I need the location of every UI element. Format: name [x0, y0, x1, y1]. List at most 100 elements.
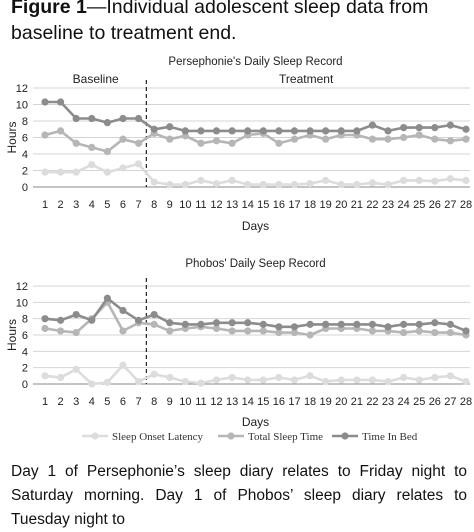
x-tick-label: 21	[351, 396, 363, 408]
data-point-time-in-bed	[166, 319, 174, 327]
data-point-total-sleep-time	[446, 328, 455, 337]
data-point-time-in-bed	[462, 327, 470, 335]
data-point-sleep-onset-latency	[41, 372, 49, 380]
x-tick-label: 19	[320, 199, 332, 211]
data-point-time-in-bed	[322, 320, 330, 328]
x-tick-label: 1	[42, 396, 48, 408]
x-tick-label: 18	[304, 396, 316, 408]
x-tick-label: 21	[351, 199, 363, 211]
data-point-total-sleep-time	[384, 135, 392, 143]
data-point-time-in-bed	[88, 316, 96, 324]
x-tick-label: 12	[210, 199, 222, 211]
x-tick-label: 6	[120, 396, 126, 408]
data-point-time-in-bed	[337, 127, 345, 135]
data-point-sleep-onset-latency	[259, 376, 267, 384]
data-point-time-in-bed	[446, 320, 455, 328]
x-tick-label: 13	[226, 396, 238, 408]
x-tick-label: 16	[273, 396, 285, 408]
data-point-total-sleep-time	[72, 139, 80, 147]
data-point-total-sleep-time	[290, 328, 299, 337]
data-point-time-in-bed	[259, 127, 267, 135]
y-tick-label: 12	[16, 281, 28, 293]
data-point-sleep-onset-latency	[212, 180, 221, 188]
data-point-sleep-onset-latency	[384, 377, 392, 386]
data-point-total-sleep-time	[166, 327, 174, 335]
data-point-sleep-onset-latency	[368, 376, 377, 384]
legend-marker-total-sleep-time	[227, 432, 235, 440]
data-point-total-sleep-time	[72, 328, 80, 337]
data-point-time-in-bed	[228, 127, 236, 135]
data-point-sleep-onset-latency	[322, 377, 330, 386]
data-point-time-in-bed	[431, 124, 439, 132]
x-tick-label: 2	[58, 396, 64, 408]
data-point-total-sleep-time	[103, 147, 111, 156]
data-point-total-sleep-time	[244, 327, 252, 335]
data-point-total-sleep-time	[400, 133, 408, 142]
data-point-time-in-bed	[212, 127, 221, 135]
data-point-sleep-onset-latency	[228, 373, 236, 382]
x-tick-label: 25	[413, 199, 425, 211]
data-point-sleep-onset-latency	[384, 180, 392, 189]
data-point-sleep-onset-latency	[322, 176, 330, 184]
x-tick-label: 28	[460, 396, 472, 408]
data-point-sleep-onset-latency	[228, 176, 236, 184]
data-point-sleep-onset-latency	[353, 180, 361, 189]
x-tick-label: 8	[151, 199, 157, 211]
data-point-total-sleep-time	[259, 327, 267, 335]
data-point-time-in-bed	[353, 320, 361, 328]
data-point-sleep-onset-latency	[56, 373, 65, 382]
data-point-time-in-bed	[306, 320, 314, 328]
data-point-time-in-bed	[103, 119, 111, 127]
series-line-total-sleep-time	[44, 300, 467, 337]
data-point-total-sleep-time	[212, 137, 221, 145]
data-point-sleep-onset-latency	[275, 180, 283, 189]
data-point-time-in-bed	[400, 124, 408, 132]
data-point-time-in-bed	[150, 310, 158, 319]
series-line-total-sleep-time	[44, 129, 467, 153]
x-tick-label: 12	[210, 396, 222, 408]
data-point-time-in-bed	[368, 121, 377, 129]
data-point-total-sleep-time	[41, 324, 49, 333]
y-tick-label: 2	[22, 166, 28, 178]
data-point-total-sleep-time	[228, 139, 236, 147]
data-point-time-in-bed	[119, 114, 127, 123]
y-tick-label: 12	[16, 83, 28, 95]
data-point-sleep-onset-latency	[150, 178, 158, 186]
data-point-time-in-bed	[384, 323, 392, 331]
data-point-sleep-onset-latency	[259, 180, 267, 189]
x-tick-label: 10	[179, 199, 191, 211]
data-point-time-in-bed	[197, 320, 205, 328]
series-line-time-in-bed	[45, 100, 467, 133]
data-point-time-in-bed	[72, 114, 80, 123]
data-point-sleep-onset-latency	[197, 176, 205, 184]
data-point-time-in-bed	[244, 127, 252, 135]
x-tick-label: 1	[42, 199, 48, 211]
x-tick-label: 26	[429, 199, 441, 211]
data-point-total-sleep-time	[212, 324, 221, 333]
data-point-time-in-bed	[56, 98, 65, 106]
data-point-time-in-bed	[166, 123, 174, 131]
data-point-time-in-bed	[290, 127, 299, 135]
y-tick-label: 4	[22, 346, 28, 358]
data-point-sleep-onset-latency	[134, 377, 143, 386]
figure-label: Figure 1	[11, 0, 87, 18]
data-point-total-sleep-time	[415, 131, 423, 139]
x-tick-label: 19	[320, 396, 332, 408]
data-point-sleep-onset-latency	[306, 372, 314, 380]
x-tick-label: 13	[226, 199, 238, 211]
figure-title: —Individual adolescent sleep data from b…	[11, 0, 429, 44]
data-point-sleep-onset-latency	[150, 370, 158, 378]
series-line-time-in-bed	[44, 296, 467, 333]
data-point-sleep-onset-latency	[88, 380, 96, 388]
x-tick-label: 20	[335, 396, 347, 408]
x-tick-label: 23	[382, 396, 394, 408]
data-point-total-sleep-time	[400, 328, 408, 337]
y-axis-label: Hours	[5, 319, 19, 351]
y-tick-label: 8	[22, 116, 28, 128]
x-tick-label: 11	[195, 396, 206, 408]
data-point-time-in-bed	[415, 320, 423, 328]
data-point-time-in-bed	[244, 319, 252, 327]
figure-charts: Persephonie's Daily Sleep Record02468101…	[5, 56, 472, 443]
y-tick-label: 0	[22, 182, 28, 194]
data-point-total-sleep-time	[56, 327, 65, 335]
